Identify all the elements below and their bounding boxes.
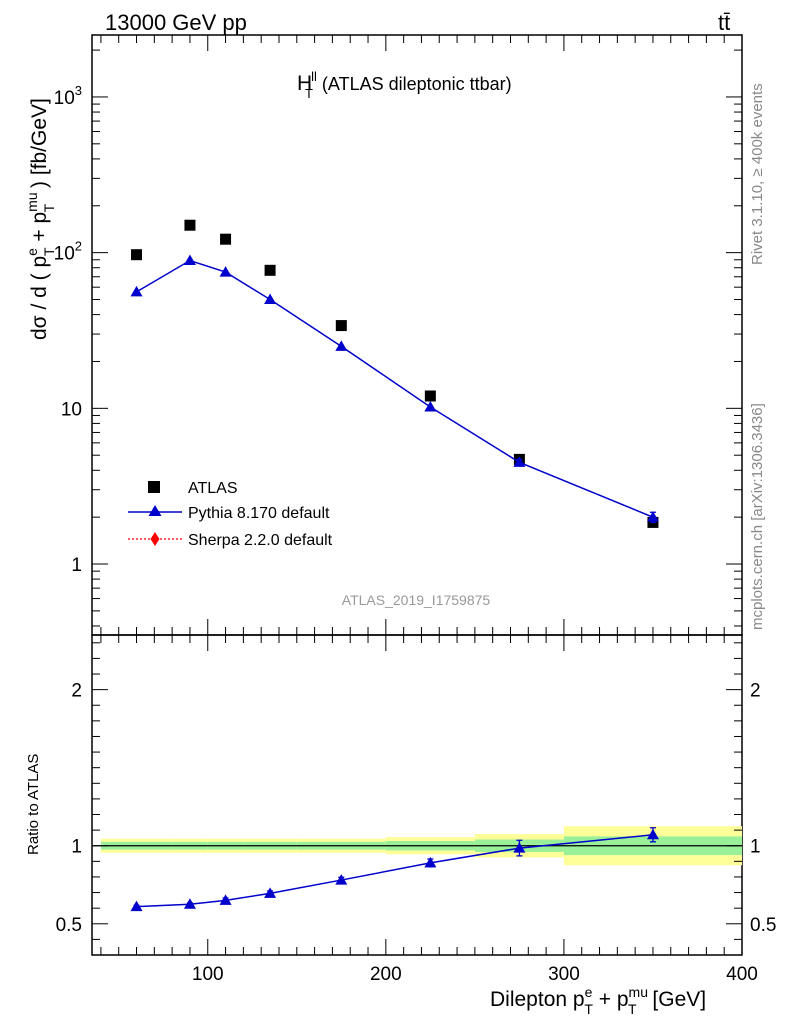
legend-atlas-label: ATLAS bbox=[188, 480, 238, 497]
x-tick-label-300: 300 bbox=[548, 964, 580, 985]
ratio-y-axis-label: Ratio to ATLAS bbox=[25, 754, 42, 855]
ratio-pythia-data-point bbox=[183, 898, 196, 909]
legend-sherpa-label: Sherpa 2.2.0 default bbox=[188, 532, 333, 549]
pythia-data-point bbox=[424, 400, 437, 412]
ratio-y-tick-label-right-0.5: 0.5 bbox=[750, 915, 776, 936]
ratio-pythia-data-point bbox=[424, 856, 437, 868]
legend-sherpa-marker bbox=[150, 532, 160, 546]
mcplots-reference-label: mcplots.cern.ch [arXiv:1306.3436] bbox=[749, 403, 766, 630]
ratio-y-tick-label-right-1: 1 bbox=[750, 837, 761, 858]
header-process-label: tt̄ bbox=[718, 10, 730, 35]
atlas-data-point bbox=[131, 249, 143, 261]
x-tick-label-200: 200 bbox=[370, 964, 402, 985]
axis-ticks: 100 200 300 400 1 10 102 103 0.5 0.5 1 1 2 2 bbox=[54, 35, 776, 985]
pythia-data-point bbox=[219, 266, 232, 277]
pythia-line bbox=[136, 259, 654, 518]
header-energy-label: 13000 GeV pp bbox=[105, 10, 247, 35]
ratio-pythia-data-point bbox=[219, 894, 232, 905]
plot-title-sub: T bbox=[305, 86, 313, 101]
series-layer bbox=[130, 219, 659, 912]
plot-title-rest: (ATLAS dileptonic ttbar) bbox=[317, 74, 512, 94]
atlas-data-point bbox=[264, 264, 276, 276]
plot-title: Hll T (ATLAS dileptonic ttbar) bbox=[297, 69, 512, 101]
ratio-pythia-data-point bbox=[335, 874, 348, 885]
main-y-tick-label-10: 10 bbox=[61, 399, 82, 420]
main-y-axis-label: dσ / d ( peT + pmuT ) [fb/GeV] bbox=[24, 98, 57, 340]
atlas-data-point bbox=[184, 219, 196, 231]
legend-atlas-marker bbox=[148, 481, 160, 493]
legend-pythia-marker bbox=[148, 505, 162, 516]
plot-title-main: H bbox=[297, 72, 312, 95]
ratio-y-tick-label-right-2: 2 bbox=[750, 681, 761, 702]
pythia-data-point bbox=[513, 456, 526, 467]
legend-pythia-label: Pythia 8.170 default bbox=[188, 505, 330, 522]
atlas-data-point bbox=[220, 233, 232, 245]
ratio-pythia-line bbox=[136, 834, 654, 908]
atlas-data-point bbox=[335, 320, 347, 332]
main-y-tick-label-1: 1 bbox=[71, 555, 82, 576]
legend: ATLAS Pythia 8.170 default Sherpa 2.2.0 … bbox=[128, 480, 333, 549]
ratio-panel-frame bbox=[91, 634, 743, 956]
ratio-y-tick-label-left-0.5: 0.5 bbox=[56, 915, 82, 936]
analysis-watermark: ATLAS_2019_I1759875 bbox=[342, 592, 491, 608]
pythia-data-point bbox=[646, 511, 659, 522]
pythia-data-point bbox=[130, 285, 143, 297]
atlas-data-point bbox=[424, 390, 436, 402]
ratio-y-tick-label-left-1: 1 bbox=[71, 837, 82, 858]
x-axis-label: Dilepton pe T + pmu T [GeV] bbox=[490, 984, 706, 1017]
main-y-tick-label-100: 102 bbox=[54, 239, 82, 265]
rivet-version-label: Rivet 3.1.10, ≥ 400k events bbox=[749, 83, 766, 265]
main-y-tick-label-1000: 103 bbox=[54, 83, 82, 109]
pythia-data-point bbox=[264, 293, 277, 305]
ratio-pythia-data-point bbox=[264, 887, 277, 898]
ratio-y-tick-label-left-2: 2 bbox=[71, 681, 82, 702]
ratio-pythia-data-point bbox=[513, 842, 526, 853]
ratio-pythia-data-point bbox=[130, 900, 143, 912]
ratio-bands bbox=[92, 826, 742, 866]
plot-title-sup: ll bbox=[311, 69, 317, 84]
pythia-data-point bbox=[183, 254, 196, 266]
ratio-pythia-data-point bbox=[646, 828, 659, 840]
pythia-data-point bbox=[335, 340, 348, 351]
x-tick-label-400: 400 bbox=[726, 964, 758, 985]
x-tick-label-100: 100 bbox=[192, 964, 224, 985]
